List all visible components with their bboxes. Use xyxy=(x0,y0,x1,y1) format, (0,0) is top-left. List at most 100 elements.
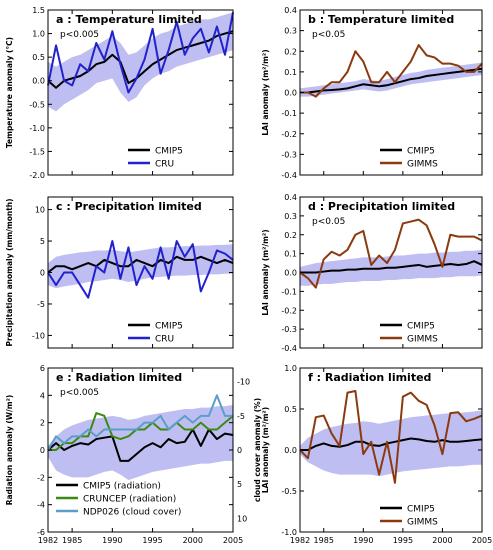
series-line-e-1 xyxy=(48,412,234,451)
xtick-label-e: 2000 xyxy=(183,536,203,545)
series-line-d-0 xyxy=(300,260,483,274)
legend-label-d-1: GIMMS xyxy=(407,335,438,345)
series-line-b-0 xyxy=(300,67,483,94)
ytick-label-a: -1.0 xyxy=(29,124,45,133)
legend-label-e-0: CMIP5 (radiation) xyxy=(83,482,161,492)
ytick-label-b: 0.0 xyxy=(284,89,297,98)
ytick-label-e: 2 xyxy=(40,419,45,428)
ytick-label-c: 10 xyxy=(35,206,45,215)
y-axis-label-f: LAI anomaly (m²/m²) xyxy=(261,407,270,493)
legend-label-b-0: CMIP5 xyxy=(407,147,435,157)
series-line-e-0 xyxy=(47,428,234,462)
ytick-label-e: -6 xyxy=(37,528,45,537)
series-line-d-1 xyxy=(299,218,483,289)
xtick-label-e: 2005 xyxy=(223,536,243,545)
ytick-label-e: 6 xyxy=(40,364,45,373)
ytick-label-d: -0.1 xyxy=(281,287,297,296)
ytick-label-a: -1.5 xyxy=(29,147,45,156)
legend-label-c-1: CRU xyxy=(155,335,174,345)
y-axis-label-a: Temperature anomaly (°C) xyxy=(5,37,14,148)
panel-d: -0.4 -0.3 -0.2 -0.1 0.0 0.1 0.2 0.3 0.4 LAI anoma… xyxy=(261,193,483,353)
ytick-label-d: -0.4 xyxy=(281,344,297,353)
ytick-label-d: 0.4 xyxy=(284,193,297,202)
y2tick-label-e: -10 xyxy=(237,378,250,387)
ytick-label-c: 5 xyxy=(40,237,45,246)
ytick-label-c: -10 xyxy=(32,331,45,340)
xtick-label-f: 1982 xyxy=(290,536,310,545)
ytick-label-b: 0.4 xyxy=(284,6,297,15)
legend-label-e-1: CRUNCEP (radiation) xyxy=(83,495,176,505)
ytick-label-f: 1.0 xyxy=(284,364,297,373)
xtick-label-e: 1985 xyxy=(62,536,82,545)
p-value-e: p<0.005 xyxy=(60,388,99,398)
y-axis-label-c: Precipitation anomaly (mm/month) xyxy=(5,198,14,346)
xtick-label-f: 2000 xyxy=(432,536,452,545)
series-line-c-1 xyxy=(47,240,234,299)
ytick-label-a: 0.0 xyxy=(32,77,45,86)
series-line-f-0 xyxy=(300,437,483,451)
ytick-label-c: -5 xyxy=(37,300,45,309)
panel-a: -2.0 -1.5 -1.0 -0.5 0.0 0.5 1.0 1.5 Temperature … xyxy=(5,6,234,180)
ytick-label-a: -2.0 xyxy=(29,171,45,180)
xtick-label-e: 1982 xyxy=(38,536,58,545)
ytick-label-e: 4 xyxy=(40,391,45,400)
ytick-label-d: -0.2 xyxy=(281,306,297,315)
y2tick-label-e: 0 xyxy=(237,446,242,455)
legend-label-c-0: CMIP5 xyxy=(155,322,183,332)
uncertainty-band-a xyxy=(48,12,233,112)
ytick-label-e: -2 xyxy=(37,473,45,482)
ytick-label-a: 1.0 xyxy=(32,30,45,39)
ytick-label-a: 0.5 xyxy=(32,53,45,62)
panel-c: -10 -5 0 5 10 Precipitation anomaly (mm/month… xyxy=(5,196,234,349)
y-axis-label-d: LAI anomaly (m²/m²) xyxy=(261,229,270,315)
legend-label-a-1: CRU xyxy=(155,160,174,170)
p-value-b: p<0.05 xyxy=(312,30,345,40)
uncertainty-band-b xyxy=(300,62,482,97)
series-line-a-1 xyxy=(47,12,234,94)
ytick-label-e: 0 xyxy=(40,446,45,455)
ytick-label-f: -0.5 xyxy=(281,487,297,496)
legend-label-f-1: GIMMS xyxy=(407,518,438,528)
ytick-label-d: 0.1 xyxy=(284,250,297,259)
ytick-label-d: 0.3 xyxy=(284,212,297,221)
p-value-d: p<0.05 xyxy=(312,217,345,227)
ytick-label-b: -0.4 xyxy=(281,171,297,180)
ytick-label-b: 0.3 xyxy=(284,27,297,36)
panel-f: -1.0 -0.5 0.0 0.5 1.0 1982 1985 1990 1995 2000 200… xyxy=(261,364,492,545)
ytick-label-b: -0.1 xyxy=(281,109,297,118)
ytick-label-d: 0.2 xyxy=(284,231,297,240)
ytick-label-b: 0.2 xyxy=(284,47,297,56)
xtick-label-f: 1990 xyxy=(353,536,373,545)
ytick-label-f: -1.0 xyxy=(281,528,297,537)
uncertainty-band-e xyxy=(48,404,233,481)
legend-label-a-0: CMIP5 xyxy=(155,147,183,157)
series-line-b-1 xyxy=(300,44,483,98)
xtick-label-e: 1990 xyxy=(102,536,122,545)
ytick-label-c: 0 xyxy=(40,269,45,278)
ytick-label-d: -0.3 xyxy=(281,325,297,334)
panel-title-a: a : Temperature limited xyxy=(56,13,202,26)
legend-label-d-0: CMIP5 xyxy=(407,322,435,332)
y2tick-label-e: 10 xyxy=(237,514,247,523)
ytick-label-f: 0.0 xyxy=(284,446,297,455)
panel-title-c: c : Precipitation limited xyxy=(56,200,202,213)
ytick-label-e: -4 xyxy=(37,501,45,510)
y2tick-label-e: -5 xyxy=(237,412,245,421)
series-line-a-0 xyxy=(47,30,234,89)
series-line-f-1 xyxy=(299,389,483,484)
legend-label-f-0: CMIP5 xyxy=(407,505,435,515)
xtick-label-f: 1985 xyxy=(314,536,334,545)
series-line-c-0 xyxy=(47,255,234,274)
y-axis-label-b: LAI anomaly (m²/m²) xyxy=(261,49,270,135)
xtick-label-e: 1995 xyxy=(142,536,162,545)
series-line-e-2 xyxy=(47,394,233,451)
p-value-a: p<0.005 xyxy=(60,30,99,40)
panel-title-d: d : Precipitation limited xyxy=(308,200,455,213)
axes-frame-a xyxy=(47,9,234,176)
ytick-label-b: -0.2 xyxy=(281,130,297,139)
ytick-label-b: -0.3 xyxy=(281,150,297,159)
ytick-label-b: 0.1 xyxy=(284,68,297,77)
y-axis-label-e: Radiation anomaly (W/m²) xyxy=(5,395,14,506)
legend-label-b-1: GIMMS xyxy=(407,160,438,170)
